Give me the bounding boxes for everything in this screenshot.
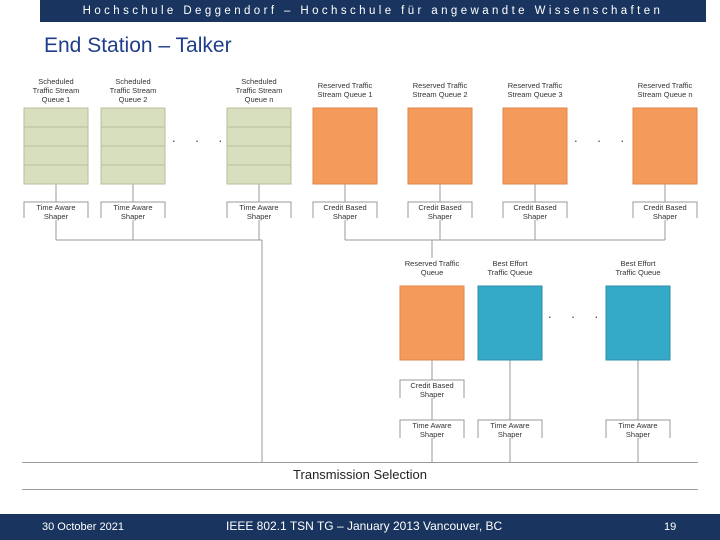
transmission-selection-bar: Transmission Selection (22, 462, 698, 490)
shaper-cbs-3: Credit Based Shaper (513, 203, 557, 221)
queue-best-effort-2 (605, 285, 671, 361)
slide-title: End Station – Talker (44, 34, 232, 57)
queue-reserved-n (632, 107, 698, 185)
shaper-cbs-n: Credit Based Shaper (643, 203, 687, 221)
shaper-tas-2: Time Aware Shaper (113, 203, 153, 221)
queue-lower-reserved (399, 285, 465, 361)
label-reserved-3: Reserved Traffic Stream Queue 3 (507, 81, 563, 99)
footer-bar: 30 October 2021 IEEE 802.1 TSN TG – Janu… (0, 514, 720, 540)
shaper-cbs-lower: Credit Based Shaper (410, 381, 454, 399)
queue-best-effort-1 (477, 285, 543, 361)
label-best-effort-2: Best Effort Traffic Queue (615, 259, 661, 277)
queue-scheduled-n (226, 107, 292, 185)
label-best-effort-1: Best Effort Traffic Queue (487, 259, 533, 277)
queue-reserved-2 (407, 107, 473, 185)
shaper-cbs-2: Credit Based Shaper (418, 203, 462, 221)
label-reserved-n: Reserved Traffic Stream Queue n (637, 81, 693, 99)
header-text: Hochschule Deggendorf – Hochschule für a… (82, 5, 664, 17)
queue-reserved-1 (312, 107, 378, 185)
ellipsis-best-effort: . . . (548, 306, 607, 321)
shaper-cbs-1: Credit Based Shaper (323, 203, 367, 221)
ellipsis-scheduled: . . . (172, 130, 231, 145)
connector-lines (23, 184, 698, 462)
queue-reserved-3 (502, 107, 568, 185)
shaper-tas-n: Time Aware Shaper (239, 203, 279, 221)
shaper-tas-bottom-2: Time Aware Shaper (490, 421, 530, 439)
queue-scheduled-2 (100, 107, 166, 185)
label-reserved-2: Reserved Traffic Stream Queue 2 (412, 81, 468, 99)
queue-scheduled-1 (23, 107, 89, 185)
transmission-selection-label: Transmission Selection (293, 467, 427, 482)
ellipsis-reserved: . . . (574, 130, 633, 145)
label-scheduled-1: Scheduled Traffic Stream Queue 1 (32, 77, 80, 104)
footer-center-text: IEEE 802.1 TSN TG – January 2013 Vancouv… (226, 519, 503, 533)
shaper-tas-bottom-3: Time Aware Shaper (618, 421, 658, 439)
header-bar: Hochschule Deggendorf – Hochschule für a… (40, 0, 706, 22)
shaper-tas-bottom-1: Time Aware Shaper (412, 421, 452, 439)
label-scheduled-n: Scheduled Traffic Stream Queue n (235, 77, 283, 104)
page-number: 19 (664, 521, 677, 533)
footer-date: 30 October 2021 (42, 521, 124, 533)
label-reserved-1: Reserved Traffic Stream Queue 1 (317, 81, 373, 99)
label-scheduled-2: Scheduled Traffic Stream Queue 2 (109, 77, 157, 104)
shaper-tas-1: Time Aware Shaper (36, 203, 76, 221)
label-lower-reserved: Reserved Traffic Queue (404, 259, 460, 277)
